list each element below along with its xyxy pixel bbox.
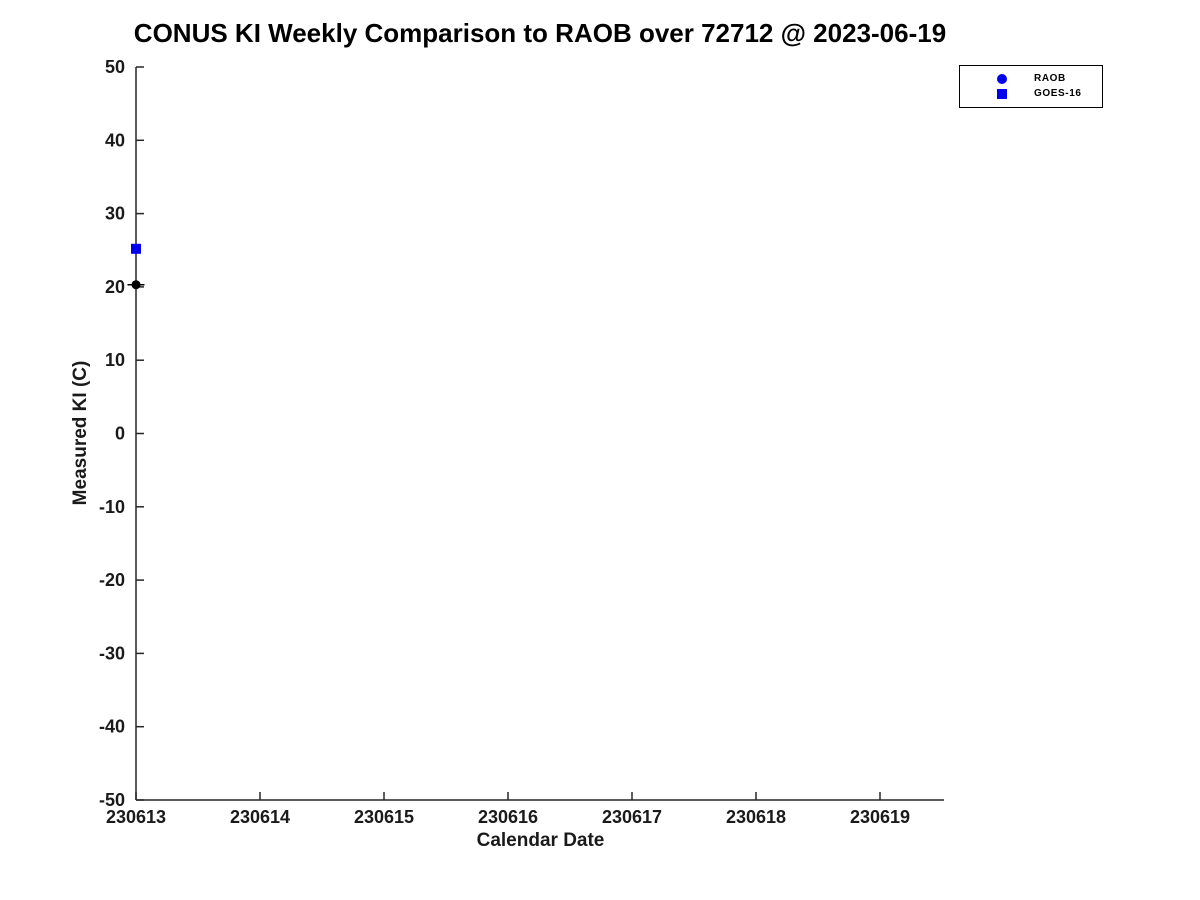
raob-circle-marker-icon (997, 73, 1007, 84)
y-tick-label: 10 (105, 350, 125, 370)
y-tick-label: 0 (115, 424, 125, 444)
y-tick-label: -30 (99, 643, 125, 663)
legend-entry-goes16: GOES-16 (960, 86, 1102, 101)
goes16-square-marker-icon (997, 88, 1007, 99)
y-tick-label: -40 (99, 717, 125, 737)
legend: RAOB GOES-16 (959, 65, 1103, 108)
x-tick-label: 230614 (230, 807, 290, 827)
legend-label-raob: RAOB (1034, 73, 1066, 84)
x-tick-label: 230613 (106, 807, 166, 827)
x-tick-label: 230616 (478, 807, 538, 827)
y-tick-label: -50 (99, 790, 125, 810)
y-tick-label: 30 (105, 204, 125, 224)
y-tick-label: -10 (99, 497, 125, 517)
data-point-goes-16 (131, 243, 141, 254)
y-tick-label: 50 (105, 57, 125, 77)
y-tick-label: 40 (105, 130, 125, 150)
x-tick-label: 230615 (354, 807, 414, 827)
y-tick-label: 20 (105, 277, 125, 297)
x-tick-label: 230617 (602, 807, 662, 827)
data-point-raob (131, 280, 141, 290)
y-tick-label: -20 (99, 570, 125, 590)
x-tick-label: 230619 (850, 807, 910, 827)
x-tick-label: 230618 (726, 807, 786, 827)
chart-title: CONUS KI Weekly Comparison to RAOB over … (133, 18, 947, 48)
x-axis-label: Calendar Date (476, 830, 605, 851)
legend-entry-raob: RAOB (960, 71, 1102, 86)
legend-label-goes16: GOES-16 (1034, 88, 1082, 99)
